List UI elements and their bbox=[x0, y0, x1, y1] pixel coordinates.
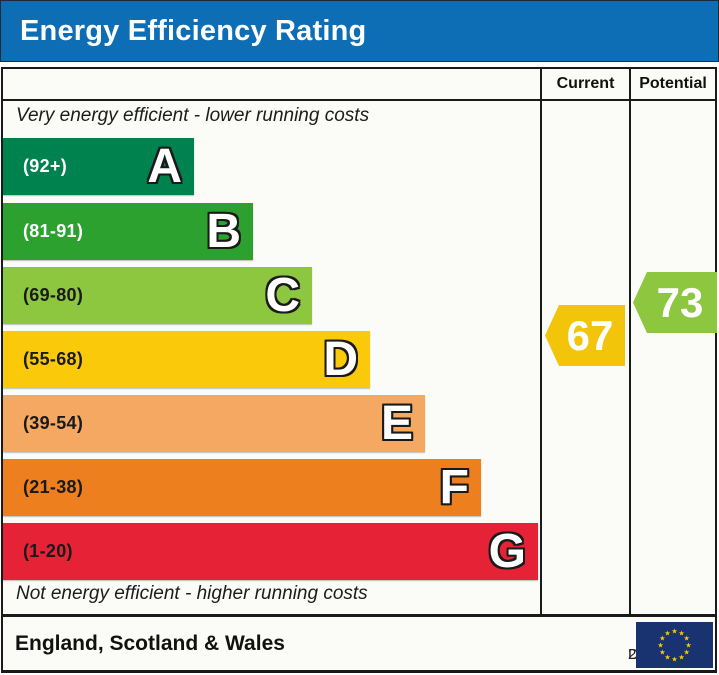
band-letter: D bbox=[323, 332, 358, 386]
page-title: Energy Efficiency Rating bbox=[20, 14, 367, 47]
svg-text:★: ★ bbox=[678, 654, 684, 662]
svg-text:★: ★ bbox=[671, 656, 677, 664]
region-label: England, Scotland & Wales bbox=[15, 631, 285, 655]
band-letter: E bbox=[380, 396, 413, 450]
svg-text:★: ★ bbox=[683, 635, 689, 643]
column-header-potential: Potential bbox=[639, 75, 707, 92]
band-letter: G bbox=[488, 524, 526, 578]
current-rating-value: 67 bbox=[566, 311, 614, 359]
svg-text:★: ★ bbox=[683, 649, 689, 657]
band-range-label: (81-91) bbox=[23, 221, 84, 241]
potential-rating-value: 73 bbox=[656, 278, 704, 326]
svg-text:★: ★ bbox=[678, 629, 684, 637]
footer-divider-line bbox=[3, 614, 715, 617]
band-range-label: (69-80) bbox=[23, 285, 84, 305]
potential-rating-pointer: 73 bbox=[633, 272, 717, 333]
bottom-caption: Not energy efficient - higher running co… bbox=[16, 583, 368, 604]
eu-directive-label: EU Directive 2002/91/EC bbox=[508, 625, 707, 663]
svg-text:★: ★ bbox=[671, 628, 677, 636]
current-rating-pointer: 67 bbox=[545, 305, 625, 366]
band-letter: B bbox=[206, 204, 241, 258]
band-letter: A bbox=[147, 139, 182, 193]
svg-text:★: ★ bbox=[659, 649, 665, 657]
current-column-divider bbox=[540, 69, 542, 614]
potential-column-divider bbox=[629, 69, 631, 614]
band-row-g: (1-20) G bbox=[3, 523, 538, 580]
band-row-b: (81-91) B bbox=[3, 203, 253, 260]
svg-text:★: ★ bbox=[664, 654, 670, 662]
chart-frame: Current Potential Very energy efficient … bbox=[1, 67, 717, 673]
band-range-label: (21-38) bbox=[23, 477, 84, 497]
band-row-c: (69-80) C bbox=[3, 267, 312, 324]
band-range-label: (55-68) bbox=[23, 349, 84, 369]
svg-text:★: ★ bbox=[664, 629, 670, 637]
svg-text:★: ★ bbox=[685, 642, 691, 650]
svg-text:★: ★ bbox=[657, 642, 663, 650]
band-row-f: (21-38) F bbox=[3, 459, 481, 516]
svg-text:★: ★ bbox=[659, 635, 665, 643]
header-divider-line bbox=[3, 99, 715, 101]
title-banner: Energy Efficiency Rating bbox=[0, 0, 719, 62]
column-header-current: Current bbox=[556, 75, 615, 92]
band-range-label: (92+) bbox=[23, 156, 68, 176]
eu-flag-icon: ★ ★ ★ ★ ★ ★ ★ ★ ★ ★ ★ ★ bbox=[636, 622, 713, 668]
band-row-d: (55-68) D bbox=[3, 331, 370, 388]
band-letter: F bbox=[439, 460, 469, 514]
band-range-label: (39-54) bbox=[23, 413, 84, 433]
band-row-a: (92+) A bbox=[3, 138, 194, 195]
band-row-e: (39-54) E bbox=[3, 395, 425, 452]
band-range-label: (1-20) bbox=[23, 541, 73, 561]
band-letter: C bbox=[265, 268, 300, 322]
top-caption: Very energy efficient - lower running co… bbox=[16, 105, 370, 126]
